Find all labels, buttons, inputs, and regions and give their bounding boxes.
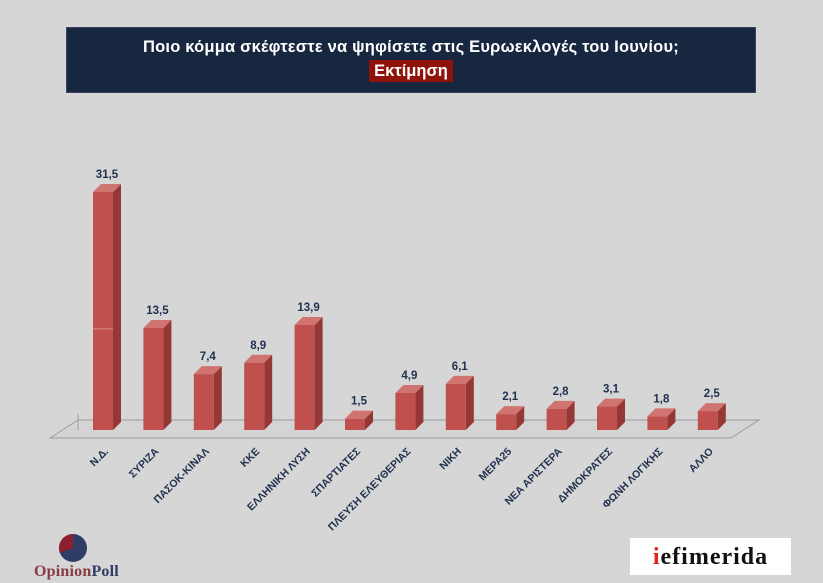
bar-value-label: 3,1 <box>603 384 620 396</box>
bar-top-face <box>496 406 525 415</box>
bar-side-face <box>163 319 172 430</box>
bar-side-face <box>717 403 726 430</box>
opinionpoll-word-poll: Poll <box>91 563 119 580</box>
bar-top-face <box>294 316 323 325</box>
bar-value-label: 8,9 <box>250 340 266 352</box>
iefimerida-rest: efimerida <box>660 543 769 570</box>
pie-chart-icon <box>58 533 87 562</box>
category-label: ΣΥΡΙΖΑ <box>127 445 162 480</box>
bar-top-face <box>93 183 121 192</box>
bar <box>294 324 315 430</box>
bar-top-face <box>143 319 172 328</box>
category-label: ΑΛΛΟ <box>687 446 716 475</box>
estimate-line: Εκτίμηση <box>66 59 756 83</box>
question-banner: Ποιο κόμμα σκέφτεστε να ψηφίσετε στις Ευ… <box>66 27 756 93</box>
bar-top-face <box>546 400 575 409</box>
bar <box>697 411 718 430</box>
category-label: ΜΕΡΑ25 <box>477 446 515 484</box>
opinionpoll-word-opinion: Opinion <box>34 563 92 580</box>
bar-value-label: 2,8 <box>553 386 570 398</box>
bar <box>647 416 668 430</box>
bar-side-face <box>113 183 121 430</box>
bar-side-face <box>566 400 575 430</box>
bar-side-face <box>667 408 676 430</box>
bar-top-face <box>445 375 474 384</box>
bar-value-label: 6,1 <box>452 361 469 373</box>
bar-value-label: 7,4 <box>200 351 217 363</box>
bar-value-label: 4,9 <box>401 370 417 382</box>
bar-top-face <box>697 403 726 412</box>
bar <box>546 408 567 430</box>
estimate-highlight: Εκτίμηση <box>369 59 453 83</box>
bar-top-face <box>345 410 373 419</box>
bar <box>395 392 416 430</box>
opinionpoll-logo: OpinionPoll <box>34 533 164 581</box>
iefimerida-logo: iefimerida <box>630 538 791 575</box>
bar-top-face <box>193 366 222 375</box>
bar <box>345 418 365 430</box>
bar-value-label: 2,1 <box>502 391 519 403</box>
bar-top-face <box>597 398 625 407</box>
bar-side-face <box>415 384 424 430</box>
bar-top-face <box>395 384 424 393</box>
question-title: Ποιο κόμμα σκέφτεστε να ψηφίσετε στις Ευ… <box>143 37 679 56</box>
bar-value-label: 2,5 <box>704 388 721 400</box>
bar-side-face <box>314 316 323 430</box>
bar-side-face <box>465 375 474 430</box>
bar-chart: 31,5Ν.Δ.13,5ΣΥΡΙΖΑ7,4ΠΑΣΟΚ-ΚΙΝΑΛ8,9ΚΚΕ13… <box>48 169 761 534</box>
iefimerida-accent-i: i <box>652 543 661 570</box>
category-label: ΠΛΕΥΣΗ ΕΛΕΥΘΕΡΙΑΣ <box>326 446 414 534</box>
bar <box>445 383 466 430</box>
bar-side-face <box>365 410 373 430</box>
bar-side-face <box>264 354 273 430</box>
bar <box>93 191 113 430</box>
bar-side-face <box>213 366 222 430</box>
bar-value-label: 1,5 <box>351 396 368 408</box>
bar-value-label: 13,9 <box>297 302 319 314</box>
bar-top-face <box>244 354 273 363</box>
bar-top-face <box>647 408 676 417</box>
bar-side-face <box>516 406 525 430</box>
bar <box>193 374 214 430</box>
category-label: ΚΚΕ <box>238 446 262 470</box>
bar <box>597 406 617 430</box>
category-label: ΝΙΚΗ <box>437 446 464 473</box>
bar <box>244 362 265 430</box>
bar-value-label: 31,5 <box>96 169 119 181</box>
bar-value-label: 1,8 <box>653 393 670 405</box>
bar-value-label: 13,5 <box>146 305 169 317</box>
opinionpoll-wordmark: OpinionPoll <box>34 563 164 581</box>
iefimerida-wordmark: iefimerida <box>653 545 768 569</box>
bar <box>143 327 164 430</box>
category-label: Ν.Δ. <box>88 446 111 469</box>
category-label: ΣΠΑΡΤΙΑΤΕΣ <box>309 446 363 500</box>
bar <box>496 414 517 430</box>
bar-side-face <box>617 398 625 430</box>
